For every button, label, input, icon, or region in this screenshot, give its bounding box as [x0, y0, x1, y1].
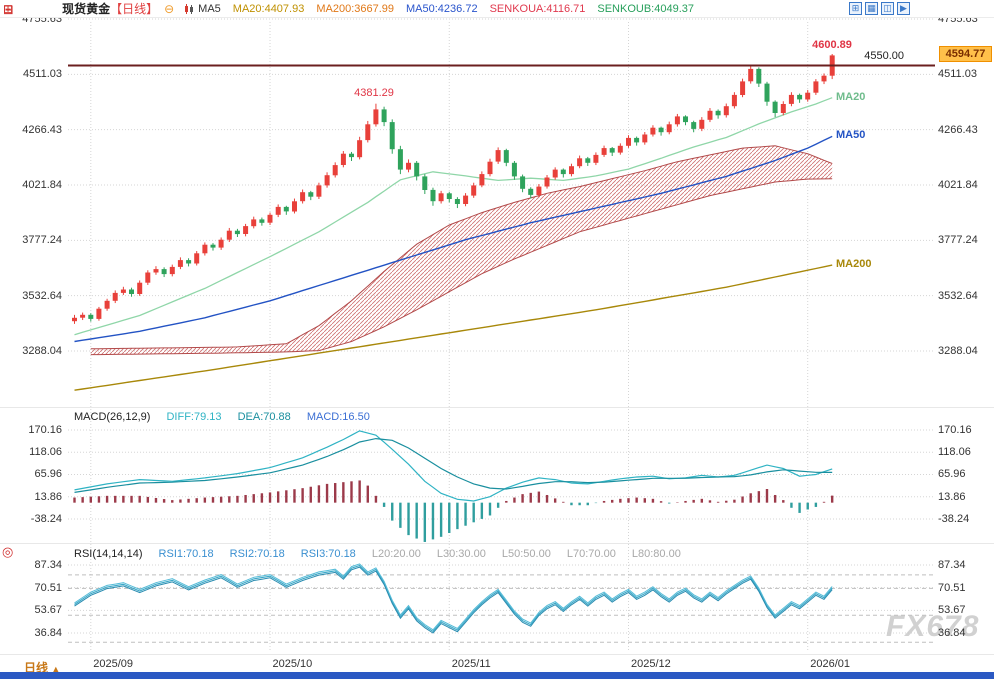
rsi-l30-label: L30:30.00	[436, 548, 486, 560]
panel-separator	[0, 407, 994, 408]
legend-ma50: MA50:4236.72	[406, 2, 478, 15]
axis-label: 4266.43	[22, 123, 62, 136]
axis-label: 4021.84	[22, 179, 62, 191]
x-axis-label: 2025/10	[272, 658, 313, 670]
ma5-label: MA5	[198, 2, 221, 15]
x-axis-label: 2025/11	[451, 658, 491, 670]
macd-dea-value: DEA:70.88	[237, 411, 291, 423]
axis-label: 3288.04	[938, 345, 978, 357]
axis-label: 118.06	[938, 446, 971, 459]
axis-label: 53.67	[938, 604, 966, 617]
bottom-accent-bar	[0, 672, 994, 679]
play-icon[interactable]: ▶	[897, 2, 910, 15]
axis-label: 118.06	[29, 446, 62, 459]
axis-label: 36.84	[34, 626, 62, 639]
axis-label: 4266.43	[938, 123, 978, 136]
axis-label: 65.96	[34, 468, 62, 481]
x-axis-label: 2025/12	[630, 658, 671, 670]
axis-label: -38.24	[30, 512, 62, 525]
axis-label: 4021.84	[938, 179, 978, 191]
axis-label: 87.34	[938, 559, 966, 571]
rsi-l70-label: L70:70.00	[566, 548, 616, 560]
symbol-title: 现货黄金	[62, 2, 111, 16]
ma200-line-label: MA200	[836, 258, 872, 270]
period-tag-label: 【日线】	[110, 2, 159, 16]
axis-label: -38.24	[938, 512, 970, 525]
axis-label: 13.86	[938, 490, 966, 503]
axis-label: 70.51	[34, 581, 62, 594]
rsi-title: RSI(14,14,14)	[74, 548, 143, 560]
watermark: FX678	[886, 610, 980, 643]
axis-label: 53.67	[34, 604, 62, 617]
axis-label: 70.51	[938, 581, 966, 594]
app-grid-icon[interactable]: ⊞	[3, 1, 14, 16]
window-controls: ⊞ ▦ ◫ ▶	[849, 2, 910, 15]
last-price-badge: 4594.77	[939, 46, 992, 62]
layout-panes-icon[interactable]: ▦	[865, 2, 878, 15]
legend-ma200: MA200:3667.99	[316, 2, 395, 15]
top-toolbar: ⊞ 现货黄金 【日线】 ⊖ MA5 MA20:4407.93 MA200:366…	[0, 0, 994, 18]
axis-label: 3777.24	[938, 234, 978, 247]
x-axis-label: 2026/01	[810, 658, 850, 670]
crosshair-target-icon[interactable]: ◎	[2, 544, 14, 559]
macd-hist-value: MACD:16.50	[306, 411, 370, 423]
x-axis-label: 2025/09	[93, 658, 134, 670]
legend-senkoub: SENKOUB:4049.37	[597, 2, 694, 15]
rsi-l20-label: L20:20.00	[371, 548, 421, 560]
axis-label: 4511.03	[23, 68, 62, 81]
rsi-legend: RSI(14,14,14) RSI1:70.18 RSI2:70.18 RSI3…	[74, 548, 694, 560]
resistance-price-label: 4550.00	[864, 50, 904, 62]
collapse-icon[interactable]: ⊖	[164, 1, 175, 16]
legend-ma20: MA20:4407.93	[232, 2, 305, 15]
period-tab-label: 日线	[24, 661, 49, 675]
axis-label: 3532.64	[938, 289, 978, 302]
axis-label: 3777.24	[22, 234, 62, 247]
ma20-line-label: MA20	[836, 91, 866, 103]
legend-senkoua: SENKOUA:4116.71	[489, 2, 586, 15]
axis-label: 3288.04	[22, 345, 62, 357]
rsi1-value: RSI1:70.18	[158, 548, 214, 560]
macd-title: MACD(26,12,9)	[74, 411, 151, 423]
axis-label: 13.86	[34, 490, 62, 503]
macd-legend: MACD(26,12,9) DIFF:79.13 DEA:70.88 MACD:…	[74, 411, 383, 423]
rsi3-value: RSI3:70.18	[300, 548, 356, 560]
ma50-line-label: MA50	[836, 129, 866, 141]
split-view-icon[interactable]: ◫	[881, 2, 894, 15]
axis-label: 3532.64	[22, 289, 62, 302]
candle-chart-icon	[183, 3, 195, 15]
macd-diff-value: DIFF:79.13	[166, 411, 222, 423]
axis-label: 170.16	[28, 424, 62, 436]
panel-toggle-icon[interactable]: ⊟	[3, 2, 14, 17]
axis-label: 4511.03	[938, 68, 977, 81]
chevron-up-icon: ▲	[51, 664, 61, 674]
peak-price-label: 4381.29	[354, 87, 394, 99]
high-price-label: 4600.89	[812, 39, 852, 51]
axis-label: 87.34	[34, 559, 62, 571]
rsi-l50-label: L50:50.00	[501, 548, 551, 560]
rsi-l80-label: L80:80.00	[631, 548, 681, 560]
period-tab[interactable]: 日线 ▲	[24, 659, 60, 676]
axis-label: 170.16	[938, 424, 972, 436]
panel-separator	[0, 654, 994, 655]
axis-label: 65.96	[938, 468, 966, 481]
axis-label: 36.84	[938, 626, 966, 639]
rsi2-value: RSI2:70.18	[229, 548, 285, 560]
layout-grid-icon[interactable]: ⊞	[849, 2, 862, 15]
panel-separator	[0, 543, 994, 544]
